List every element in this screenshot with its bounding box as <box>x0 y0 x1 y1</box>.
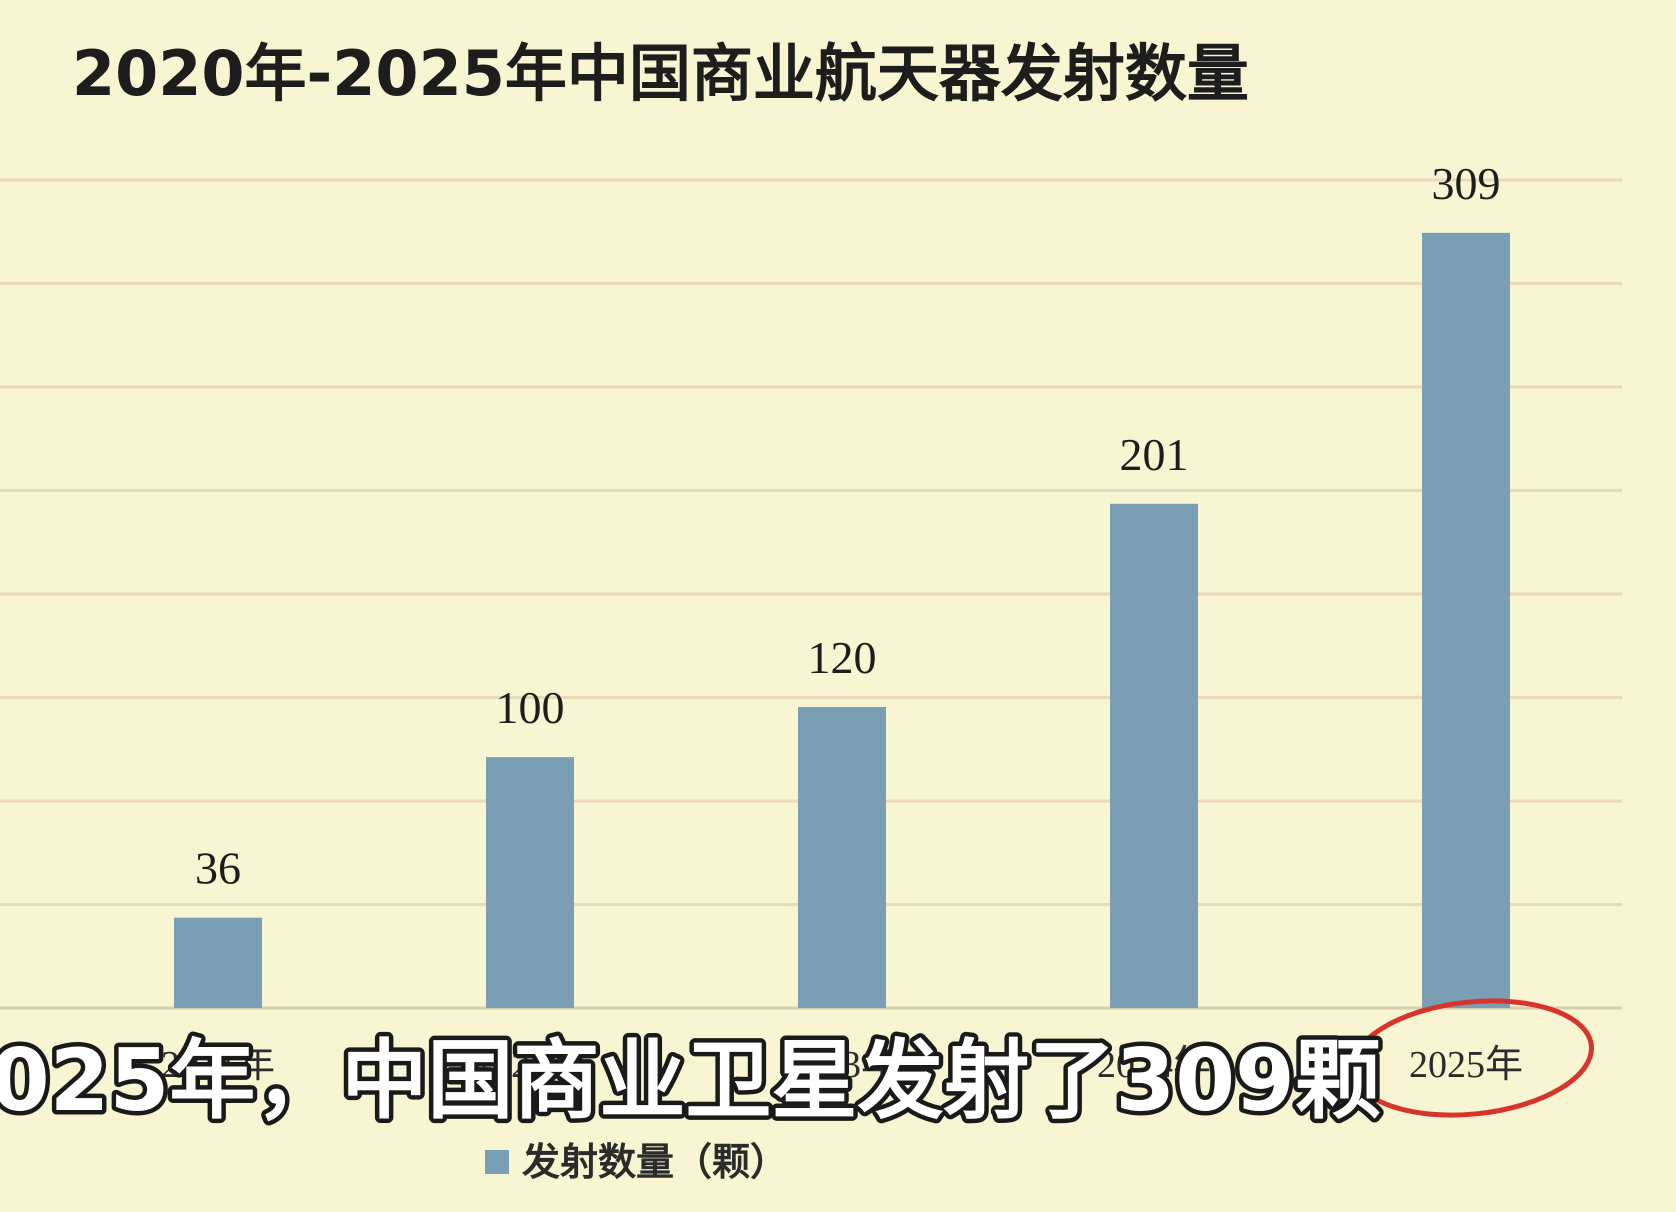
data-label: 120 <box>808 632 877 683</box>
bars: 36 100 120 201 309 <box>174 158 1510 1008</box>
x-tick-label: 2025年 <box>1409 1044 1523 1086</box>
x-tick-label: 2023年 <box>785 1044 899 1086</box>
highlight-circle <box>1350 998 1594 1118</box>
bar <box>174 917 262 1008</box>
data-label: 100 <box>496 682 565 733</box>
bar <box>1110 503 1198 1008</box>
data-label: 201 <box>1120 429 1189 480</box>
x-axis-ticks: 2021年 2022年 2023年 2024年 2025年 <box>161 998 1594 1118</box>
gridlines <box>0 178 1622 1010</box>
bar <box>486 757 574 1008</box>
data-label: 36 <box>195 843 241 894</box>
x-tick-label: 2024年 <box>1097 1044 1211 1086</box>
chart-title: 2020年-2025年中国商业航天器发射数量 <box>72 37 1249 110</box>
legend-swatch <box>485 1150 509 1174</box>
legend-label: 发射数量（颗） <box>522 1140 788 1184</box>
x-tick-label: 2021年 <box>161 1044 275 1086</box>
bar <box>1422 232 1510 1008</box>
data-label: 309 <box>1432 158 1501 209</box>
video-caption: 2025年，中国商业卫星发射了309颗 <box>0 1031 1381 1131</box>
x-tick-label: 2022年 <box>473 1044 587 1086</box>
legend: 发射数量（颗） <box>485 1140 788 1184</box>
bar <box>798 706 886 1008</box>
